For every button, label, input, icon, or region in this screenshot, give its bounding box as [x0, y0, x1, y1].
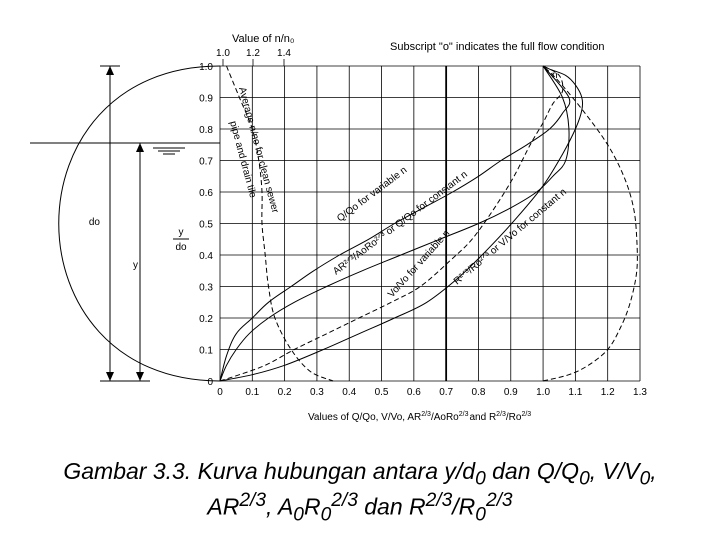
y-tick-label: 0 [207, 377, 213, 388]
label-r: R²ᐟ³/Ro²ᐟ³ or V/Vo for constant n [452, 187, 569, 288]
ratio-numerator: y [179, 227, 184, 238]
x-tick-label: 0.4 [342, 387, 356, 398]
series-n-ratio [542, 65, 638, 382]
x-tick-label: 0 [217, 387, 223, 398]
y-tick-label: 0.1 [199, 346, 213, 357]
label-n: n [552, 70, 558, 81]
x-tick-label: 0.9 [504, 387, 518, 398]
x-tick-label: 0.6 [407, 387, 421, 398]
label-v-var: Vo/Vo for variable n [386, 228, 452, 300]
series-ar [219, 65, 571, 382]
x-tick-label: 0.5 [375, 387, 389, 398]
y-tick-label: 0.6 [199, 188, 213, 199]
y-tick-label: 0.8 [199, 125, 213, 136]
pipe-circle-arc [58, 65, 221, 382]
series-r [219, 65, 584, 382]
chart-grid [219, 65, 641, 382]
y-tick-label: 0.9 [199, 94, 213, 105]
top-axis-title: Value of n/n₀ [232, 33, 294, 45]
pipe-section: do y y do [30, 65, 221, 382]
x-tick-label: 1.3 [633, 387, 647, 398]
top-tick-label: 1.0 [216, 48, 230, 59]
series-layer [219, 65, 638, 382]
y-axis-tick-labels: 0 0.1 0.2 0.3 0.4 0.5 0.6 0.7 0.8 0.9 1.0 [199, 62, 213, 388]
y-tick-label: 0.5 [199, 220, 213, 231]
do-arrow-top [106, 66, 114, 75]
y-arrow-top [136, 143, 144, 152]
x-tick-label: 0.3 [310, 387, 324, 398]
depth-label: y [133, 260, 138, 271]
curve-labels: Average n/no for clean sewer pipe and dr… [227, 70, 569, 300]
series-q-var [219, 65, 570, 382]
y-tick-label: 1.0 [199, 62, 213, 73]
figure-caption-line2: AR2/3, A0R02/3 dan R2/3/R02/3 [207, 490, 513, 526]
y-tick-label: 0.4 [199, 251, 213, 262]
x-tick-label: 1.0 [536, 387, 550, 398]
x-tick-label: 0.2 [278, 387, 292, 398]
x-tick-label: 1.2 [601, 387, 615, 398]
full-flow-note: Subscript "o" indicates the full flow co… [390, 41, 604, 53]
depth-full-label: do [89, 217, 101, 228]
x-tick-label: 0.1 [245, 387, 259, 398]
x-tick-label: 0.8 [472, 387, 486, 398]
x-axis-title: Values of Q/Qo, V/Vo, AR2/3/AoRo2/3and R… [308, 411, 531, 423]
water-surface-icon [153, 147, 185, 155]
x-tick-label: 1.1 [568, 387, 582, 398]
top-tick-label: 1.4 [277, 48, 291, 59]
figure-caption-line1: Gambar 3.3. Kurva hubungan antara y/d0 d… [63, 458, 657, 490]
series-dashed-left [226, 65, 334, 382]
do-arrow-bottom [106, 372, 114, 381]
top-tick-label: 1.2 [246, 48, 260, 59]
ratio-denominator: do [175, 242, 187, 253]
y-tick-label: 0.7 [199, 157, 213, 168]
series-v-var [219, 65, 564, 382]
y-tick-label: 0.2 [199, 314, 213, 325]
label-q-var: Q/Qo for variable n [335, 165, 409, 225]
top-axis-tick-labels: 1.0 1.2 1.4 [216, 48, 291, 66]
x-axis-tick-labels: 0 0.1 0.2 0.3 0.4 0.5 0.6 0.7 0.8 0.9 1.0 1.1 1.2 1.3 [217, 387, 647, 398]
y-arrow-bottom [136, 372, 144, 381]
x-tick-label: 0.7 [439, 387, 453, 398]
y-tick-label: 0.3 [199, 283, 213, 294]
